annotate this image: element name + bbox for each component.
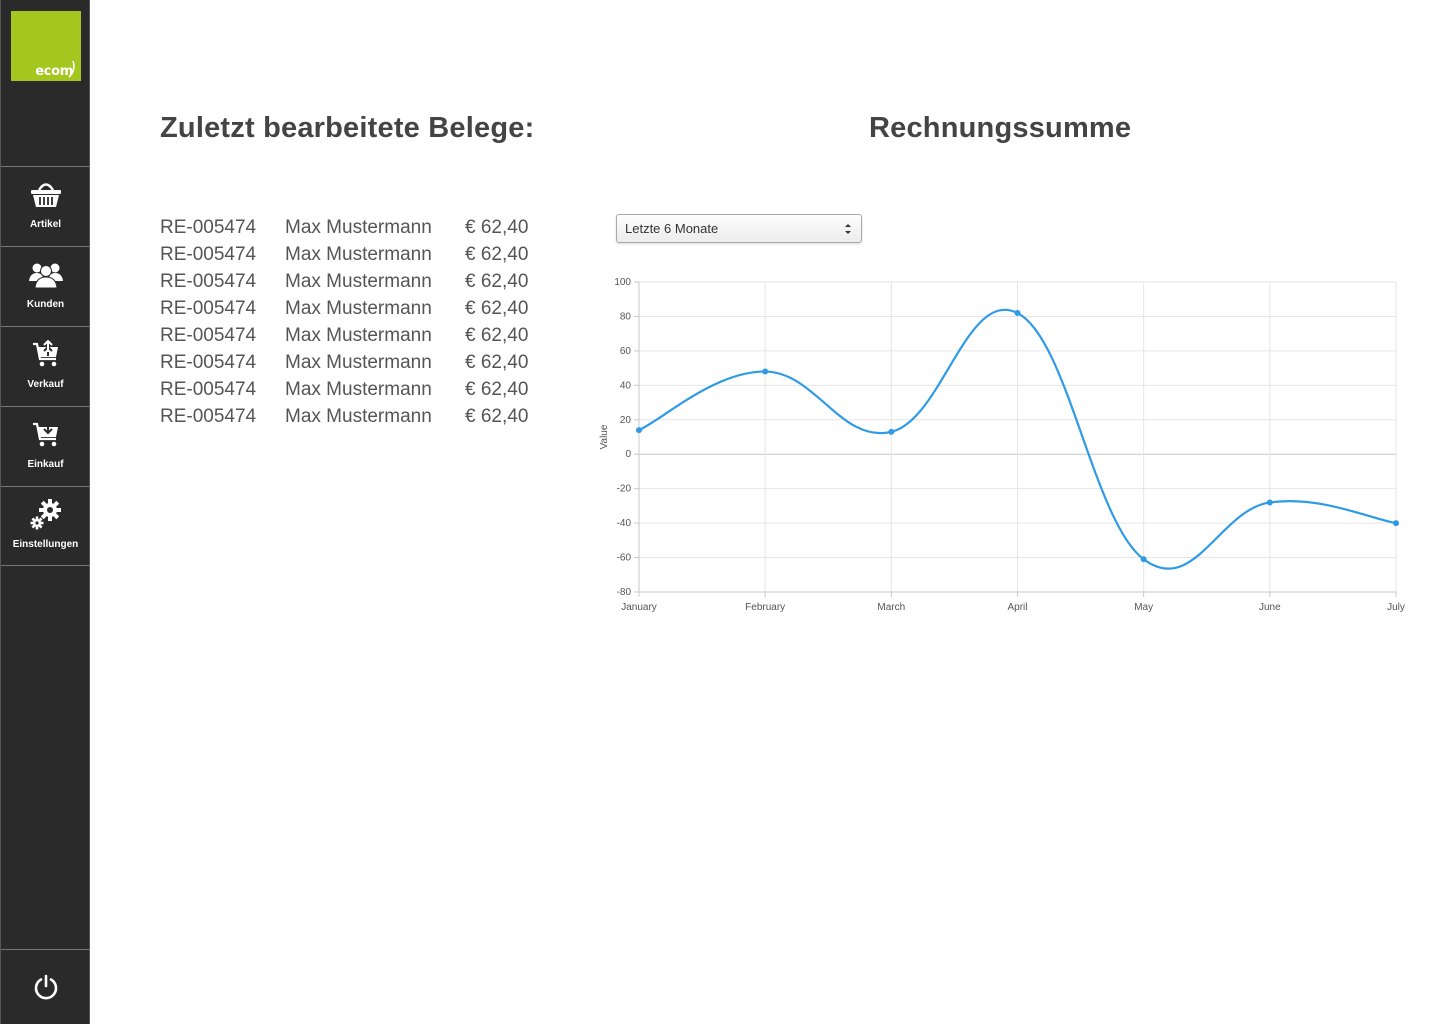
logo-text: ecom [35,64,73,79]
receipt-amount: € 62,40 [465,406,529,427]
ecom-logo[interactable]: ecom [11,11,81,81]
receipt-amount: € 62,40 [465,352,529,373]
receipt-customer: Max Mustermann [285,217,432,238]
x-tick-label: March [877,602,905,613]
y-tick-label: 60 [620,346,632,357]
sidebar-item-label: Einkauf [27,459,64,470]
logo-swoosh-icon [68,60,75,78]
y-axis-label: Value [599,424,610,449]
receipt-amount: € 62,40 [465,244,529,265]
receipt-row[interactable]: RE-005474 Max Mustermann € 62,40 [160,403,560,430]
receipt-row[interactable]: RE-005474 Max Mustermann € 62,40 [160,376,560,403]
power-icon [34,974,57,1000]
x-tick-label: July [1387,602,1405,613]
x-tick-label: January [621,602,657,613]
sidebar-item-label: Verkauf [27,379,64,390]
receipt-customer: Max Mustermann [285,379,432,400]
receipt-row[interactable]: RE-005474 Max Mustermann € 62,40 [160,322,560,349]
recent-receipts-list: RE-005474 Max Mustermann € 62,40 RE-005474 M… [160,214,560,430]
cart-upload-icon [31,337,61,371]
y-tick-label: 100 [614,277,631,288]
y-tick-label: 0 [625,449,631,460]
x-tick-label: April [1007,602,1027,613]
receipt-customer: Max Mustermann [285,406,432,427]
sidebar-item-artikel[interactable]: Artikel [1,166,90,245]
cart-download-icon [31,417,61,451]
receipt-id: RE-005474 [160,352,257,373]
y-tick-label: 80 [620,311,632,322]
power-button[interactable] [1,949,90,1024]
sidebar-item-einstellungen[interactable]: Einstellungen [1,486,90,565]
receipt-row[interactable]: RE-005474 Max Mustermann € 62,40 [160,349,560,376]
gears-icon [29,497,63,531]
period-select-value: Letzte 6 Monate [625,221,719,236]
receipt-amount: € 62,40 [465,325,529,346]
y-tick-label: 40 [620,380,632,391]
sidebar: ecom Artikel [0,0,90,1024]
receipt-id: RE-005474 [160,406,257,427]
select-arrows-icon [845,224,851,234]
receipt-customer: Max Mustermann [285,271,432,292]
data-point [1140,556,1147,563]
invoice-sum-title: Rechnungssumme [869,112,1132,144]
receipt-row[interactable]: RE-005474 Max Mustermann € 62,40 [160,268,560,295]
receipt-id: RE-005474 [160,217,257,238]
data-point [1266,499,1273,506]
receipt-amount: € 62,40 [465,298,529,319]
receipt-amount: € 62,40 [465,217,529,238]
period-select[interactable]: Letzte 6 Monate [616,214,862,243]
y-tick-label: -60 [617,553,632,564]
users-icon [28,257,63,291]
invoice-sum-chart: 100 80 60 40 20 0 -20 -40 -60 -80 January February M… [599,277,1405,613]
receipt-row[interactable]: RE-005474 Max Mustermann € 62,40 [160,295,560,322]
sidebar-item-einkauf[interactable]: Einkauf [1,406,90,485]
data-point [762,368,769,375]
receipt-amount: € 62,40 [465,379,529,400]
receipt-id: RE-005474 [160,379,257,400]
x-tick-label: June [1259,602,1281,613]
sidebar-item-label: Artikel [29,219,62,230]
receipt-id: RE-005474 [160,271,257,292]
receipt-customer: Max Mustermann [285,325,432,346]
sidebar-item-label: Kunden [26,299,65,310]
x-tick-label: May [1134,602,1153,613]
data-point [1393,520,1399,527]
receipt-amount: € 62,40 [465,271,529,292]
y-tick-label: -80 [617,587,632,598]
receipt-row[interactable]: RE-005474 Max Mustermann € 62,40 [160,214,560,241]
x-tick-label: February [745,602,785,613]
data-point [1014,310,1021,316]
receipt-customer: Max Mustermann [285,352,432,373]
data-point [636,427,642,434]
y-tick-label: -20 [617,484,632,495]
receipt-id: RE-005474 [160,298,257,319]
receipt-customer: Max Mustermann [285,298,432,319]
receipt-id: RE-005474 [160,325,257,346]
y-tick-label: -40 [617,518,632,529]
basket-icon [29,177,63,211]
receipt-customer: Max Mustermann [285,244,432,265]
y-tick-label: 20 [620,415,632,426]
receipt-id: RE-005474 [160,244,257,265]
data-point [888,428,895,435]
receipt-row[interactable]: RE-005474 Max Mustermann € 62,40 [160,241,560,268]
sidebar-item-kunden[interactable]: Kunden [1,246,90,325]
sidebar-item-verkauf[interactable]: Verkauf [1,326,90,405]
nav-divider [1,565,90,566]
sidebar-item-label: Einstellungen [12,539,79,550]
recent-receipts-title: Zuletzt bearbeitete Belege: [160,112,535,144]
